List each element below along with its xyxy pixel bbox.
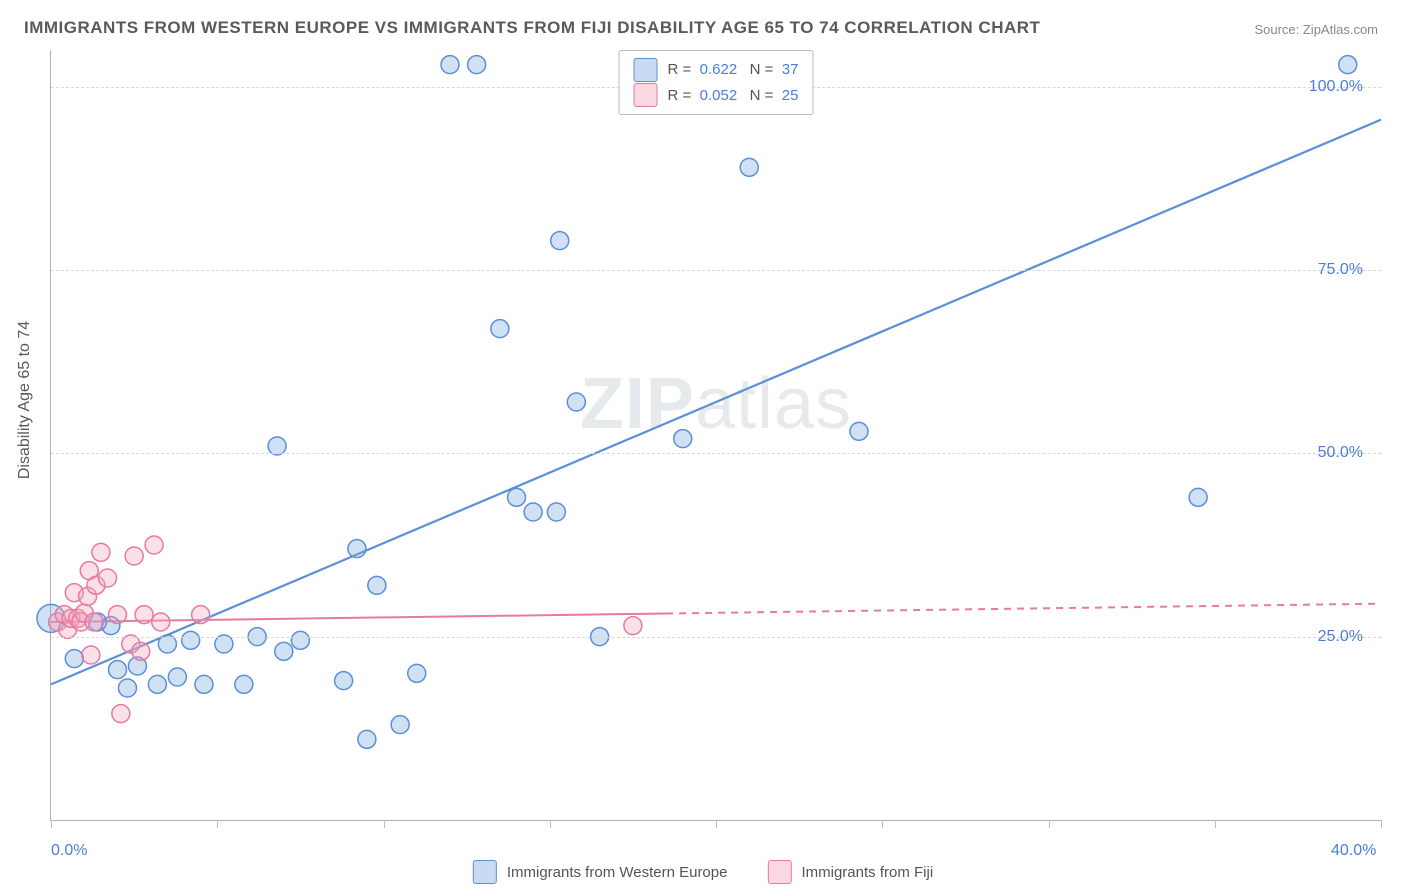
data-point [112,705,130,723]
data-point [368,576,386,594]
y-axis-label: Disability Age 65 to 74 [16,321,34,479]
chart-svg [51,50,1381,820]
stats-legend-row: R = 0.052 N = 25 [634,83,799,109]
x-tick [882,820,883,828]
x-tick-label: 0.0% [51,842,87,860]
swatch-icon [473,860,497,884]
data-point [624,617,642,635]
series-legend-item: Immigrants from Fiji [767,860,933,884]
data-point [148,675,166,693]
data-point [158,635,176,653]
stats-legend-row: R = 0.622 N = 37 [634,57,799,83]
x-tick [1049,820,1050,828]
series-name: Immigrants from Western Europe [507,864,728,881]
data-point [118,679,136,697]
data-point [674,430,692,448]
x-tick [716,820,717,828]
data-point [391,716,409,734]
regression-line-dashed [666,604,1381,614]
series-legend-item: Immigrants from Western Europe [473,860,728,884]
plot-area: ZIPatlas R = 0.622 N = 37 R = 0.052 N = … [50,50,1381,821]
series-legend: Immigrants from Western Europe Immigrant… [473,860,933,884]
source-label: Source: ZipAtlas.com [1254,22,1378,37]
data-point [547,503,565,521]
swatch-icon [634,58,658,82]
data-point [92,543,110,561]
data-point [268,437,286,455]
data-point [850,422,868,440]
data-point [192,606,210,624]
data-point [275,642,293,660]
data-point [109,661,127,679]
data-point [145,536,163,554]
data-point [109,606,127,624]
data-point [348,540,366,558]
data-point [740,158,758,176]
data-point [85,613,103,631]
data-point [195,675,213,693]
swatch-icon [634,83,658,107]
y-tick-label: 25.0% [1318,628,1363,646]
x-tick [1381,820,1382,828]
legend-r-value: 0.622 [700,61,738,78]
data-point [135,606,153,624]
y-tick-label: 50.0% [1318,444,1363,462]
x-tick-label: 40.0% [1331,842,1376,860]
legend-text: R = 0.622 N = 37 [668,57,799,83]
gridline [51,270,1381,271]
data-point [551,232,569,250]
data-point [182,631,200,649]
data-point [125,547,143,565]
stats-legend: R = 0.622 N = 37 R = 0.052 N = 25 [619,50,814,115]
gridline [51,453,1381,454]
data-point [468,56,486,74]
data-point [152,613,170,631]
data-point [358,730,376,748]
legend-n-value: 25 [782,87,799,104]
data-point [65,650,83,668]
data-point [99,569,117,587]
legend-r-value: 0.052 [700,87,738,104]
data-point [524,503,542,521]
x-tick [550,820,551,828]
swatch-icon [767,860,791,884]
regression-line [51,120,1381,685]
gridline [51,637,1381,638]
data-point [82,646,100,664]
y-tick-label: 100.0% [1309,78,1363,96]
data-point [235,675,253,693]
data-point [491,320,509,338]
x-tick [51,820,52,828]
series-name: Immigrants from Fiji [801,864,933,881]
data-point [168,668,186,686]
data-point [567,393,585,411]
x-tick [384,820,385,828]
data-point [215,635,233,653]
data-point [441,56,459,74]
chart-title: IMMIGRANTS FROM WESTERN EUROPE VS IMMIGR… [24,18,1040,38]
legend-n-value: 37 [782,61,799,78]
legend-text: R = 0.052 N = 25 [668,83,799,109]
x-tick [217,820,218,828]
y-tick-label: 75.0% [1318,261,1363,279]
data-point [335,672,353,690]
data-point [508,488,526,506]
data-point [132,642,150,660]
x-tick [1215,820,1216,828]
data-point [408,664,426,682]
data-point [291,631,309,649]
data-point [1339,56,1357,74]
data-point [1189,488,1207,506]
